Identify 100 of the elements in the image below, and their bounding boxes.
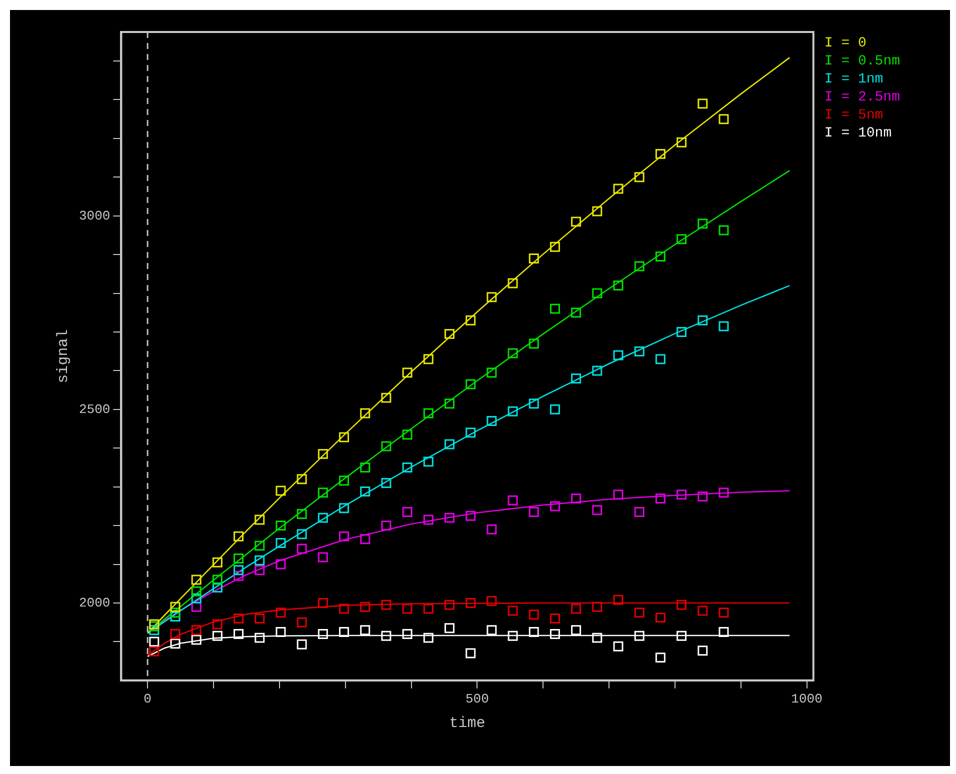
point [486, 416, 497, 426]
text: I = 2.5nm [824, 90, 900, 106]
point [698, 315, 708, 326]
point [676, 327, 687, 337]
point [276, 520, 286, 531]
point [360, 462, 370, 472]
point [254, 514, 265, 525]
point [423, 354, 434, 364]
point [234, 628, 244, 639]
point [592, 632, 602, 643]
point [402, 430, 412, 440]
point [402, 604, 412, 614]
point [402, 507, 412, 517]
point [466, 428, 476, 438]
point [339, 604, 350, 614]
point [234, 570, 244, 581]
point [592, 602, 602, 612]
x-axis-title: time [449, 714, 486, 732]
point [508, 606, 518, 616]
point [191, 625, 202, 636]
text: I = 0.5nm [824, 54, 900, 70]
point [613, 350, 624, 360]
point [234, 565, 244, 576]
x-tick-label: 0 [144, 692, 152, 707]
point [191, 634, 202, 645]
point [191, 574, 202, 585]
point [318, 512, 328, 523]
point [550, 242, 560, 252]
x-tick-label: 1000 [791, 692, 822, 707]
point [634, 261, 644, 272]
point [698, 606, 708, 616]
point [381, 478, 392, 488]
point [571, 604, 582, 614]
point [444, 512, 454, 523]
point [550, 404, 560, 414]
point [655, 252, 666, 262]
point [170, 602, 180, 612]
point [486, 625, 497, 636]
point [191, 593, 202, 604]
point [423, 456, 434, 467]
text: I = 1nm [824, 72, 884, 88]
point [718, 627, 729, 638]
point [486, 368, 497, 378]
point [528, 398, 539, 409]
point [592, 505, 602, 516]
point [381, 392, 392, 403]
point [254, 565, 265, 576]
point [466, 648, 476, 658]
point [254, 613, 265, 624]
point [676, 600, 687, 610]
y-axis-title: signal [54, 329, 72, 384]
point [381, 441, 392, 452]
text: I = 5nm [824, 108, 884, 124]
point [486, 596, 497, 606]
point [592, 206, 602, 216]
point [698, 218, 708, 229]
point [212, 619, 222, 630]
point [550, 501, 560, 512]
point [444, 398, 454, 409]
point [318, 598, 328, 608]
point [550, 628, 560, 639]
point [634, 630, 644, 641]
point [571, 493, 582, 504]
point [296, 639, 307, 650]
point [676, 137, 687, 148]
point [655, 612, 666, 623]
point [676, 490, 687, 500]
point [360, 625, 370, 636]
point [402, 462, 412, 472]
point [423, 408, 434, 418]
point [444, 439, 454, 450]
point [528, 253, 539, 264]
point [486, 524, 497, 534]
point [339, 432, 350, 442]
point [318, 448, 328, 459]
point [655, 354, 666, 364]
point [718, 225, 729, 236]
point [339, 503, 350, 514]
point [318, 628, 328, 639]
point [550, 304, 560, 314]
point [528, 507, 539, 517]
point [444, 600, 454, 610]
point [234, 613, 244, 624]
point [528, 338, 539, 349]
point [149, 646, 160, 656]
point [718, 608, 729, 618]
point [634, 507, 644, 517]
point [254, 540, 265, 551]
point [486, 292, 497, 302]
text: I = 0 [824, 36, 866, 52]
point [296, 529, 307, 540]
point [613, 280, 624, 291]
point [613, 184, 624, 194]
point [360, 602, 370, 612]
point [402, 368, 412, 378]
point [718, 321, 729, 332]
point [466, 379, 476, 390]
point [296, 544, 307, 554]
point [276, 608, 286, 618]
text: I = 10nm [824, 126, 892, 142]
